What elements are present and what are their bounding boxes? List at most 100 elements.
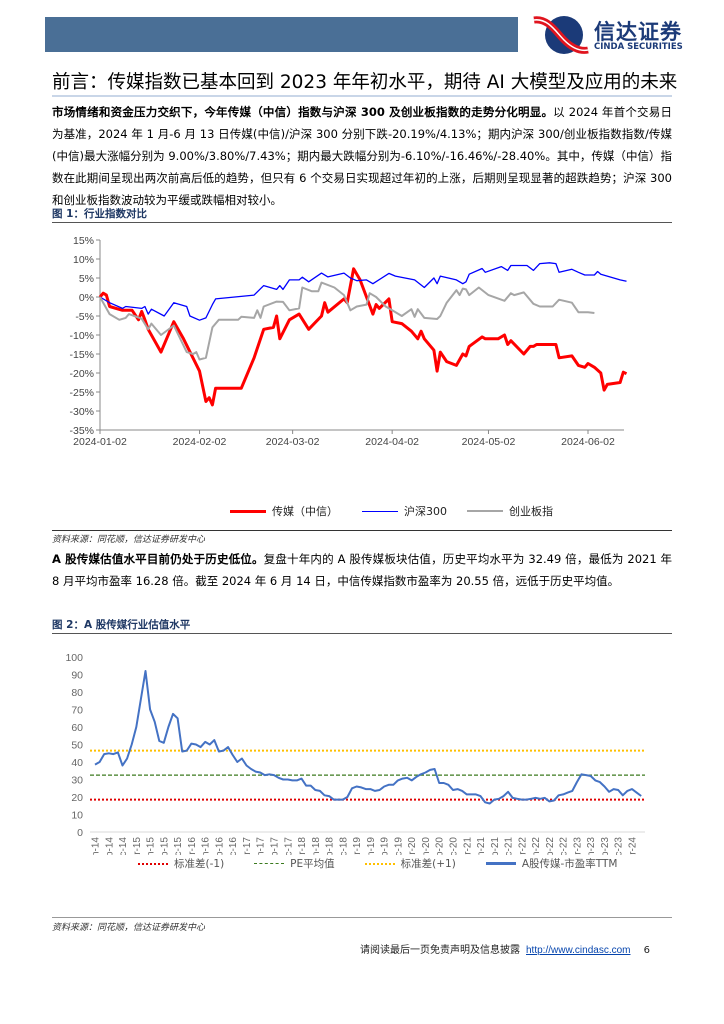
y-tick-label: -5% xyxy=(75,311,94,323)
x-tick-label: Dec-22 xyxy=(559,837,570,855)
legend-label-chinext: 创业板指 xyxy=(509,505,553,518)
legend-swatch-sd-plus xyxy=(364,862,395,865)
x-tick-label: Jun-22 xyxy=(531,837,542,855)
figure-2-caption: 图 2：A 股传媒行业估值水平 xyxy=(52,619,191,631)
x-tick-label: 2024-02-02 xyxy=(173,436,227,448)
figure-2-bottom-rule xyxy=(52,917,672,918)
title-divider xyxy=(52,95,672,97)
x-tick-label: Sep-20 xyxy=(435,837,446,855)
x-tick-label: 2024-06-02 xyxy=(561,436,615,448)
figure-1-source: 资料来源：同花顺，信达证券研发中心 xyxy=(52,535,206,545)
y-tick-label: -25% xyxy=(69,387,94,399)
x-tick-label: Sep-16 xyxy=(214,837,225,855)
y-tick-label: -30% xyxy=(69,406,94,418)
page-number: 6 xyxy=(643,945,651,956)
footer-website-link[interactable]: http://www.cindasc.com xyxy=(526,945,631,956)
x-tick-label: Dec-16 xyxy=(228,837,239,855)
chart1-legend: 传媒（中信） 沪深300 创业板指 xyxy=(230,503,553,519)
section-title: 前言：传媒指数已基本回到 2023 年年初水平，期待 AI 大模型及应用的未来 xyxy=(52,72,678,93)
y-tick-label: 100 xyxy=(65,652,83,664)
legend-swatch-csi300 xyxy=(362,510,398,512)
x-tick-label: Sep-19 xyxy=(380,837,391,855)
footer-disclaimer: 请阅读最后一页免责声明及信息披露 xyxy=(360,945,520,956)
x-tick-label: Dec-19 xyxy=(393,837,404,855)
x-tick-label: Dec-23 xyxy=(614,837,625,855)
x-tick-label: Mar-15 xyxy=(132,837,143,855)
legend-swatch-chinext xyxy=(467,510,503,512)
series-line-2 xyxy=(99,262,627,321)
x-tick-label: Jun-17 xyxy=(256,837,267,855)
figure-2-top-rule xyxy=(52,633,672,634)
paragraph-index-comparison: 市场情绪和资金压力交织下，今年传媒（中信）指数与沪深 300 及创业板指数的走势… xyxy=(52,101,672,211)
y-tick-label: 0% xyxy=(79,292,94,304)
x-tick-label: Sep-15 xyxy=(159,837,170,855)
y-tick-label: 10 xyxy=(71,810,83,822)
figure-1-top-rule xyxy=(52,222,672,223)
y-tick-label: -15% xyxy=(69,349,94,361)
legend-label-sd-minus: 标准差(-1) xyxy=(174,858,225,870)
x-tick-label: 2024-04-02 xyxy=(365,436,419,448)
x-tick-label: Mar-22 xyxy=(517,837,528,855)
x-tick-label: 2024-01-02 xyxy=(73,436,127,448)
y-tick-label: 30 xyxy=(71,775,83,787)
y-tick-label: 50 xyxy=(71,740,83,752)
x-tick-label: Sep-21 xyxy=(490,837,501,855)
paragraph-valuation: A 股传媒估值水平目前仍处于历史低位。复盘十年内的 A 股传媒板块估值，历史平均… xyxy=(52,548,672,592)
x-tick-label: Dec-21 xyxy=(504,837,515,855)
x-tick-label: Dec-15 xyxy=(173,837,184,855)
x-tick-label: Mar-17 xyxy=(242,837,253,855)
x-tick-label: Dec-18 xyxy=(338,837,349,855)
x-tick-label: Sep-23 xyxy=(600,837,611,855)
legend-swatch-media xyxy=(230,509,266,513)
x-tick-label: Jun-19 xyxy=(366,837,377,855)
x-tick-label: Sep-22 xyxy=(545,837,556,855)
y-tick-label: 20 xyxy=(71,792,83,804)
y-tick-label: 5% xyxy=(79,273,94,285)
legend-swatch-sd-minus xyxy=(138,862,168,865)
y-tick-label: 80 xyxy=(71,687,83,699)
x-tick-label: Jun-16 xyxy=(201,837,212,855)
x-tick-label: Sep-14 xyxy=(104,837,115,855)
x-tick-label: Jun-23 xyxy=(586,837,597,855)
figure-2-source: 资料来源：同花顺，信达证券研发中心 xyxy=(52,923,206,933)
x-tick-label: Mar-19 xyxy=(352,837,363,855)
legend-label-pe-ttm: A股传媒-市盈率TTM xyxy=(521,858,618,870)
logo-text-cn: 信达证券 xyxy=(594,20,682,44)
x-tick-label: Mar-20 xyxy=(407,837,418,855)
x-tick-label: Sep-18 xyxy=(325,837,336,855)
series-line-1 xyxy=(98,267,628,407)
cinda-logo: 信达证券 CINDA SECURITIES xyxy=(530,14,720,56)
x-tick-label: Mar-23 xyxy=(572,837,583,855)
figure-1-bottom-rule xyxy=(52,530,672,531)
y-tick-label: 40 xyxy=(71,757,83,769)
logo-text-en: CINDA SECURITIES xyxy=(594,42,683,52)
paragraph-body: 复盘十年内的 A 股传媒板块估值，历史平均水平为 32.49 倍，最低为 202… xyxy=(52,552,672,588)
figure-1-caption: 图 1：行业指数对比 xyxy=(52,208,147,220)
paragraph-body: 以 2024 年首个交易日为基准，2024 年 1 月-6 月 13 日传媒(中… xyxy=(52,105,672,207)
x-tick-label: 2024-03-02 xyxy=(266,436,320,448)
x-tick-label: Dec-17 xyxy=(283,837,294,855)
x-tick-label: Mar-24 xyxy=(628,837,639,855)
y-tick-label: 70 xyxy=(71,705,83,717)
cinda-logo-emblem-icon xyxy=(533,16,589,54)
y-tick-label: 15% xyxy=(73,235,94,247)
x-tick-label: Sep-17 xyxy=(270,837,281,855)
x-tick-label: Jun-21 xyxy=(476,837,487,855)
y-tick-label: -35% xyxy=(69,425,94,437)
y-tick-label: 10% xyxy=(73,254,94,266)
legend-label-media: 传媒（中信） xyxy=(272,505,338,518)
x-tick-label: Dec-14 xyxy=(118,837,129,855)
y-tick-label: 60 xyxy=(71,722,83,734)
x-tick-label: Mar-16 xyxy=(187,837,198,855)
x-tick-label: Mar-18 xyxy=(297,837,308,855)
paragraph-lead: A 股传媒估值水平目前仍处于历史低位。 xyxy=(52,552,264,566)
series-line-pe-ttm xyxy=(94,670,642,805)
y-tick-label: 90 xyxy=(71,670,83,682)
legend-label-pe-mean: PE平均值 xyxy=(290,858,335,870)
chart-industry-index-comparison: 15%10%5%0%-5%-10%-15%-20%-25%-30%-35%202… xyxy=(69,235,628,448)
x-tick-label: Dec-20 xyxy=(449,837,460,855)
y-tick-label: 0 xyxy=(77,827,83,839)
series-line-3 xyxy=(99,281,595,361)
x-tick-label: Jun-20 xyxy=(421,837,432,855)
